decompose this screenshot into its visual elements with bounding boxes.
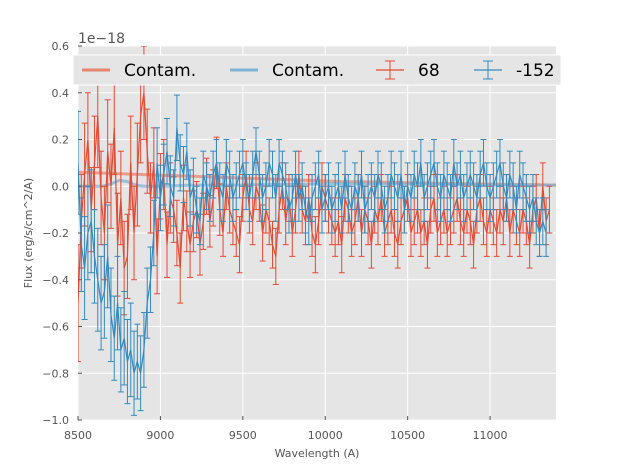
y-tick-label: −0.2 [42, 227, 69, 240]
legend-label: Contam. [124, 61, 196, 81]
y-tick-label: 0.4 [52, 87, 70, 100]
legend-label: -152 [516, 61, 555, 81]
y-tick-label: 0.2 [52, 134, 70, 147]
series-1 [78, 94, 550, 416]
y-tick-label: −1.0 [42, 414, 69, 427]
y-axis-ticks: −1.0 −0.8 −0.6 −0.4 −0.2 0.0 0.2 0.4 0.6 [42, 40, 82, 427]
x-axis-label: Wavelength (A) [275, 447, 360, 460]
y-axis-label: Flux (erg/s/cm^2/A) [22, 178, 35, 288]
series-line [78, 92, 550, 304]
x-tick-label: 8500 [64, 429, 92, 442]
y-tick-label: −0.4 [42, 274, 69, 287]
legend-label: Contam. [272, 61, 344, 81]
y-tick-label: 0.6 [52, 40, 70, 53]
y-tick-label: −0.8 [42, 367, 69, 380]
y-tick-label: −0.6 [42, 321, 69, 334]
x-tick-label: 10000 [308, 429, 343, 442]
series-line [78, 127, 547, 374]
legend: Contam. Contam. 68 -152 [72, 54, 562, 86]
x-axis-ticks: 8500 9000 9500 10000 10500 11000 [64, 416, 508, 442]
legend-label: 68 [418, 61, 440, 81]
data-series [78, 46, 553, 416]
x-tick-label: 9000 [146, 429, 174, 442]
x-tick-label: 10500 [390, 429, 425, 442]
y-offset-text: 1e−18 [78, 31, 125, 47]
y-tick-label: 0.0 [52, 180, 70, 193]
x-tick-label: 9500 [229, 429, 257, 442]
x-tick-label: 11000 [473, 429, 508, 442]
